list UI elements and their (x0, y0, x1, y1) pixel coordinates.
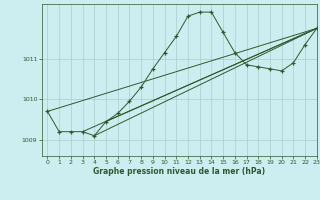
X-axis label: Graphe pression niveau de la mer (hPa): Graphe pression niveau de la mer (hPa) (93, 167, 265, 176)
